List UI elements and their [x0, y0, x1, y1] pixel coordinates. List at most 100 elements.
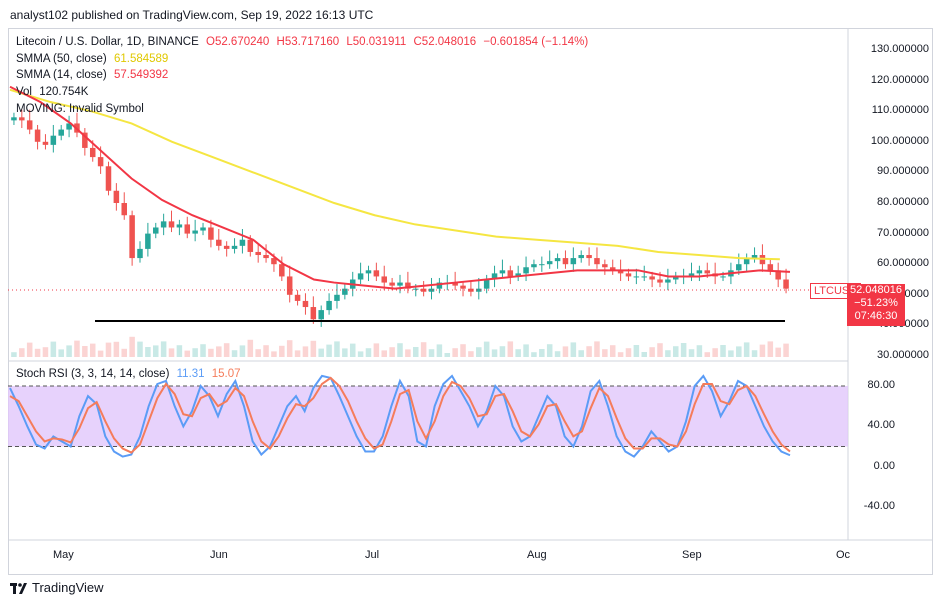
candle-body [89, 147, 96, 158]
candle-body [365, 270, 372, 274]
volume-bar [208, 348, 214, 357]
candle-body [247, 239, 254, 252]
symbol-name: Litecoin / U.S. Dollar, 1D, BINANCE [16, 36, 199, 48]
volume-bar [349, 343, 356, 357]
ohlc-low: L50.031911 [346, 36, 407, 48]
volume-bar [176, 345, 183, 357]
volume-bar [468, 351, 474, 357]
footer-brand-text: TradingView [32, 580, 104, 595]
volume-bar [82, 346, 88, 357]
volume-bar [74, 340, 80, 357]
volume-bar [19, 348, 25, 357]
candle-body [775, 270, 781, 280]
candle-body [302, 300, 309, 308]
time-tick-label: Jul [365, 549, 380, 561]
volume-bar [444, 353, 451, 357]
volume-bar [271, 351, 277, 357]
footer-brand[interactable]: TradingView [10, 580, 104, 595]
ohlc-high: H53.717160 [276, 36, 340, 48]
stoch-legend[interactable]: Stoch RSI (3, 3, 14, 14, close) 11.31 15… [16, 368, 241, 380]
stoch-k-value: 11.31 [176, 368, 205, 380]
candle-body [97, 157, 104, 167]
volume-bar [783, 343, 789, 357]
candle-body [231, 245, 238, 249]
candle-body [397, 282, 403, 286]
candle-body [239, 239, 246, 246]
volume-label: Vol [16, 86, 32, 98]
candles [11, 109, 789, 327]
candle-body [373, 270, 380, 277]
price-tick-label: 80.000000 [877, 196, 929, 208]
volume-bar [539, 349, 545, 357]
volume-bar [66, 345, 72, 357]
volume-bar [428, 349, 435, 357]
candle-body [105, 166, 112, 191]
last-price-tag: 52.048016 −51.23% 07:46:30 [847, 284, 905, 326]
volume-bar [279, 345, 285, 357]
volume-bar [137, 341, 143, 357]
price-tick-label: 70.000000 [877, 226, 929, 239]
volume-bar [318, 348, 324, 357]
time-tick-label: Jun [210, 549, 228, 561]
volume-bar [89, 343, 96, 357]
ohlc-close: C52.048016 [413, 36, 477, 48]
candle-body [602, 264, 608, 268]
candle-body [625, 273, 632, 277]
last-price: 52.048016 [850, 284, 902, 296]
candle-body [515, 273, 521, 277]
volume-bar [641, 352, 647, 357]
volume-bar [50, 341, 57, 357]
volume-bar [736, 346, 742, 357]
candle-body [673, 276, 679, 280]
stoch-tick-label: 80.00 [867, 379, 895, 391]
candle-body [688, 273, 695, 277]
volume-bar [657, 343, 663, 357]
volume-bar [105, 342, 112, 357]
moving-legend[interactable]: MOVING: Invalid Symbol [16, 103, 144, 115]
candle-body [743, 258, 750, 265]
volume-legend[interactable]: Vol 120.754K [16, 86, 88, 98]
candle-body [736, 264, 742, 271]
smma14-legend[interactable]: SMMA (14, close) 57.549392 [16, 69, 168, 81]
smma14-line [9, 85, 791, 290]
volume-bar [223, 343, 230, 357]
candle-body [11, 117, 17, 121]
smma50-legend[interactable]: SMMA (50, close) 61.584589 [16, 53, 168, 65]
candle-body [294, 294, 301, 301]
candle-body [168, 221, 175, 228]
candle-body [696, 270, 703, 274]
candle-body [704, 270, 711, 274]
volume-value: 120.754K [39, 86, 89, 98]
price-tick-label: 110.000000 [871, 104, 929, 117]
candle-body [113, 190, 120, 203]
candle-body [420, 288, 427, 292]
candle-body [310, 307, 317, 320]
candle-body [216, 239, 222, 246]
candle-body [286, 276, 293, 295]
candle-body [641, 276, 647, 278]
candle-body [334, 294, 340, 301]
smma14-label: SMMA (14, close) [16, 69, 107, 81]
candle-body [42, 141, 49, 145]
candle-body [137, 248, 143, 259]
volume-bar [397, 343, 403, 357]
volume-bar [499, 346, 506, 357]
stoch-k-line [9, 374, 791, 458]
volume-bar [310, 340, 317, 357]
candle-body [436, 282, 443, 289]
candle-body [468, 288, 474, 292]
volume-bar [720, 345, 726, 357]
volume-bar [483, 341, 490, 357]
stoch-tick-label: 40.00 [867, 419, 895, 432]
candle-body [665, 279, 671, 283]
volume-bar [405, 349, 411, 357]
candle-body [26, 120, 33, 130]
volume-bar [168, 348, 175, 357]
volume-bar [751, 350, 758, 357]
time-tick-label: Oc [836, 549, 851, 561]
volume-bar [97, 350, 104, 357]
volume-bar [121, 348, 127, 357]
candle-body [318, 310, 324, 320]
candle-body [633, 276, 640, 278]
